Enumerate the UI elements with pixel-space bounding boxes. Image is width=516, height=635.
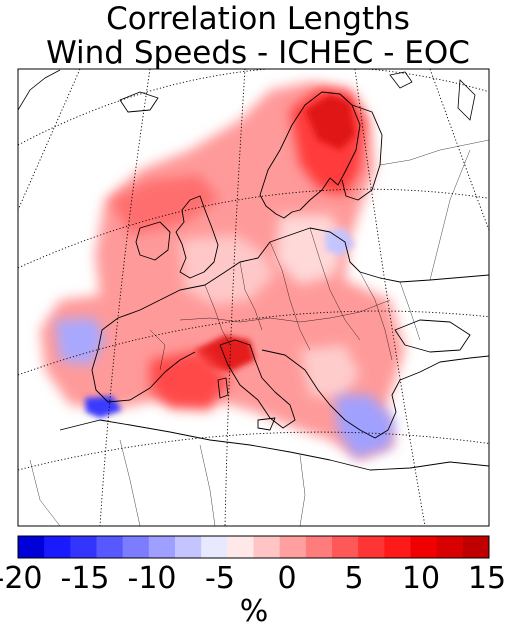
field-aegean-blue (335, 395, 395, 458)
colorbar-swatch (122, 536, 150, 558)
longitude-line (429, 69, 489, 231)
coast-svalbard (389, 71, 413, 89)
border-line (29, 459, 61, 526)
coast-greenland (18, 69, 61, 111)
field-iberia-blue (55, 318, 105, 365)
coast-iceland (119, 91, 159, 113)
border-line (359, 271, 393, 361)
border-line (239, 261, 263, 331)
latitude-line (18, 69, 489, 146)
coast-finland (341, 104, 383, 201)
colorbar-tick-label: 10 (401, 561, 441, 596)
field-baltic-blue (325, 228, 355, 256)
border-line (204, 284, 231, 346)
longitude-line (354, 69, 426, 526)
colorbar-swatch (44, 536, 71, 558)
colorbar-swatch (18, 536, 45, 558)
colorbar-swatch (332, 536, 359, 558)
border-line (269, 241, 311, 351)
colorbar-frame (17, 535, 490, 559)
colorbar-unit-label: % (239, 594, 269, 629)
colorbar-swatch (96, 536, 124, 558)
colorbar-tick-label: 5 (344, 561, 364, 596)
colorbar-swatch (279, 536, 307, 558)
field-scandinavia-peak (305, 95, 355, 150)
colorbar-swatch (410, 536, 438, 558)
border-line (179, 299, 391, 323)
coast-iberia (91, 299, 196, 403)
coast-great-britain (175, 195, 219, 279)
field-atlantic-hot (110, 175, 220, 235)
border-line (399, 281, 421, 341)
islands-greenland (18, 69, 476, 121)
map-frame (17, 68, 490, 527)
graticule (18, 69, 489, 526)
colorbar-tick-label: -10 (127, 561, 177, 596)
coast-black-sea (394, 319, 471, 353)
map-title-line1: Correlation Lengths (106, 1, 410, 37)
colorbar-swatch (148, 536, 176, 558)
colorbar-swatch (305, 536, 333, 558)
border-line (149, 329, 166, 371)
borders (29, 139, 489, 526)
colorbar-swatch (384, 536, 411, 558)
latitude-line (18, 431, 489, 471)
latitude-line (18, 310, 489, 376)
colorbar-tick-label: -20 (0, 561, 43, 596)
coast-sicily (257, 417, 276, 431)
colorbar-swatch (436, 536, 464, 558)
border-line (119, 439, 141, 526)
colorbar-swatch (201, 536, 228, 558)
border-line (379, 139, 489, 166)
colorbar-tick-label: -15 (60, 561, 110, 596)
colorbar-swatch (70, 536, 97, 558)
coastlines (59, 91, 489, 471)
longitude-line (18, 69, 81, 211)
colorbar-tick-label: -5 (205, 561, 235, 596)
colorbar-swatch (227, 536, 254, 558)
colorbar-tick-label: 0 (277, 561, 297, 596)
coast-scandinavia (259, 91, 361, 219)
colorbar (18, 536, 490, 558)
colorbar-swatch (358, 536, 385, 558)
coast-balkans (261, 349, 489, 439)
field-balkan-light (300, 345, 360, 400)
border-line (199, 444, 216, 526)
longitude-line (99, 69, 151, 526)
coast-sardinia (217, 377, 229, 399)
colorbar-swatch (253, 536, 281, 558)
correlation-field (40, 82, 405, 460)
coast-novaya-zemlya (457, 79, 476, 121)
border-line (429, 149, 471, 281)
colorbar-tick-label: 15 (467, 561, 507, 596)
field-iberia-hot (150, 350, 230, 410)
colorbar-swatch (175, 536, 202, 558)
border-line (299, 454, 306, 526)
coast-north-africa (59, 419, 489, 471)
map-title-line2: Wind Speeds - ICHEC - EOC (46, 35, 470, 71)
colorbar-swatch (462, 536, 490, 558)
coast-ireland (135, 221, 171, 261)
coast-italy (219, 339, 296, 429)
border-line (309, 227, 361, 341)
